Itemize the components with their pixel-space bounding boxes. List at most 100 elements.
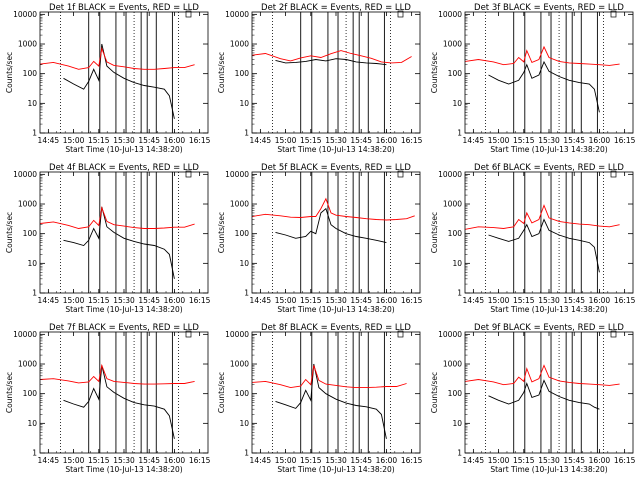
y-tick-label: 1000: [230, 200, 249, 209]
plot-frame: [39, 171, 209, 294]
y-axis-label: Counts/sec: [430, 212, 439, 253]
y-tick-label: 10000: [438, 10, 462, 19]
corner-marker: [610, 330, 617, 338]
x-tick-label: 15:30: [113, 456, 135, 465]
series-lld-line: [40, 46, 195, 70]
x-tick-label: 15:30: [538, 296, 560, 305]
x-axis-label: Start Time (10-Jul-13 14:38:20): [277, 145, 394, 154]
y-tick-label: 10: [27, 99, 37, 108]
x-axis-label: Start Time (10-Jul-13 14:38:20): [65, 145, 182, 154]
y-tick-label: 10000: [225, 10, 249, 19]
x-axis-label: Start Time (10-Jul-13 14:38:20): [490, 145, 607, 154]
x-axis-label: Start Time (10-Jul-13 14:38:20): [65, 305, 182, 314]
x-tick-label: 16:00: [589, 296, 611, 305]
x-tick-label: 15:45: [138, 296, 160, 305]
x-tick-label: 15:45: [563, 296, 585, 305]
panel-title: Det 6f BLACK = Events, RED = LLD: [474, 163, 624, 173]
corner-marker: [397, 330, 404, 338]
series-events-line: [488, 379, 600, 410]
x-tick-label: 16:15: [401, 296, 423, 305]
x-tick-label: 15:15: [513, 296, 535, 305]
x-tick-label: 14:45: [250, 296, 272, 305]
plot-frame: [251, 331, 421, 454]
y-tick-label: 10: [239, 259, 249, 268]
panel-title: Det 4f BLACK = Events, RED = LLD: [49, 163, 199, 173]
y-tick-label: 100: [235, 229, 250, 238]
x-axis-label: Start Time (10-Jul-13 14:38:20): [490, 465, 607, 474]
x-tick-label: 15:45: [138, 136, 160, 145]
plot-frame: [39, 331, 209, 454]
x-tick-label: 16:00: [164, 136, 186, 145]
x-tick-label: 16:15: [401, 456, 423, 465]
y-tick-label: 10: [452, 99, 462, 108]
corner-marker: [185, 170, 192, 178]
y-tick-label: 100: [23, 389, 38, 398]
x-tick-label: 15:30: [113, 296, 135, 305]
y-axis-label: Counts/sec: [217, 212, 226, 253]
x-axis-label: Start Time (10-Jul-13 14:38:20): [65, 465, 182, 474]
x-tick-label: 15:00: [63, 456, 85, 465]
x-tick-label: 15:00: [275, 136, 297, 145]
y-tick-label: 1000: [18, 360, 37, 369]
x-tick-label: 14:45: [38, 136, 60, 145]
y-tick-label: 1: [457, 129, 462, 138]
plot-frame: [39, 11, 209, 134]
x-tick-label: 15:15: [513, 136, 535, 145]
y-tick-label: 10: [239, 419, 249, 428]
x-tick-label: 16:00: [376, 296, 398, 305]
x-tick-label: 16:00: [164, 456, 186, 465]
series-lld-line: [465, 45, 620, 66]
y-tick-label: 1: [244, 449, 249, 458]
y-tick-label: 10000: [13, 10, 37, 19]
y-tick-label: 10: [452, 259, 462, 268]
x-tick-label: 15:30: [538, 456, 560, 465]
y-axis-label: Counts/sec: [430, 52, 439, 93]
panel-title: Det 5f BLACK = Events, RED = LLD: [261, 163, 411, 173]
y-tick-label: 10000: [438, 170, 462, 179]
y-tick-label: 1000: [18, 40, 37, 49]
series-events-line: [63, 206, 175, 279]
corner-marker: [397, 170, 404, 178]
y-tick-label: 1000: [18, 200, 37, 209]
y-tick-label: 10: [27, 259, 37, 268]
plot-frame: [464, 331, 634, 454]
series-lld-line: [40, 205, 195, 229]
series-events-line: [63, 43, 175, 119]
x-tick-label: 15:15: [88, 136, 110, 145]
x-tick-label: 15:00: [488, 296, 510, 305]
y-tick-label: 1000: [443, 200, 462, 209]
y-tick-label: 1: [244, 289, 249, 298]
x-tick-label: 15:45: [350, 296, 372, 305]
x-axis-label: Start Time (10-Jul-13 14:38:20): [277, 465, 394, 474]
y-tick-label: 100: [448, 229, 463, 238]
x-tick-label: 15:45: [563, 456, 585, 465]
x-tick-label: 15:30: [325, 136, 347, 145]
series-lld-line: [252, 197, 415, 221]
x-tick-label: 16:15: [189, 296, 211, 305]
y-tick-label: 10: [452, 419, 462, 428]
panel-title: Det 1f BLACK = Events, RED = LLD: [49, 3, 199, 13]
plot-frame: [251, 11, 421, 134]
y-tick-label: 1000: [443, 360, 462, 369]
y-tick-label: 1: [457, 449, 462, 458]
series-events-line: [275, 58, 387, 66]
panel-title: Det 3f BLACK = Events, RED = LLD: [474, 3, 624, 13]
y-tick-label: 100: [235, 69, 250, 78]
x-tick-label: 15:30: [325, 456, 347, 465]
series-lld-line: [40, 363, 195, 385]
y-tick-label: 10000: [225, 330, 249, 339]
series-events-line: [275, 207, 387, 244]
y-axis-label: Counts/sec: [217, 52, 226, 93]
x-tick-label: 14:45: [463, 136, 485, 145]
x-tick-label: 16:15: [614, 456, 636, 465]
series-lld-line: [252, 365, 407, 389]
x-tick-label: 15:45: [350, 456, 372, 465]
y-tick-label: 1: [457, 289, 462, 298]
x-tick-label: 16:00: [376, 136, 398, 145]
y-tick-label: 100: [235, 389, 250, 398]
